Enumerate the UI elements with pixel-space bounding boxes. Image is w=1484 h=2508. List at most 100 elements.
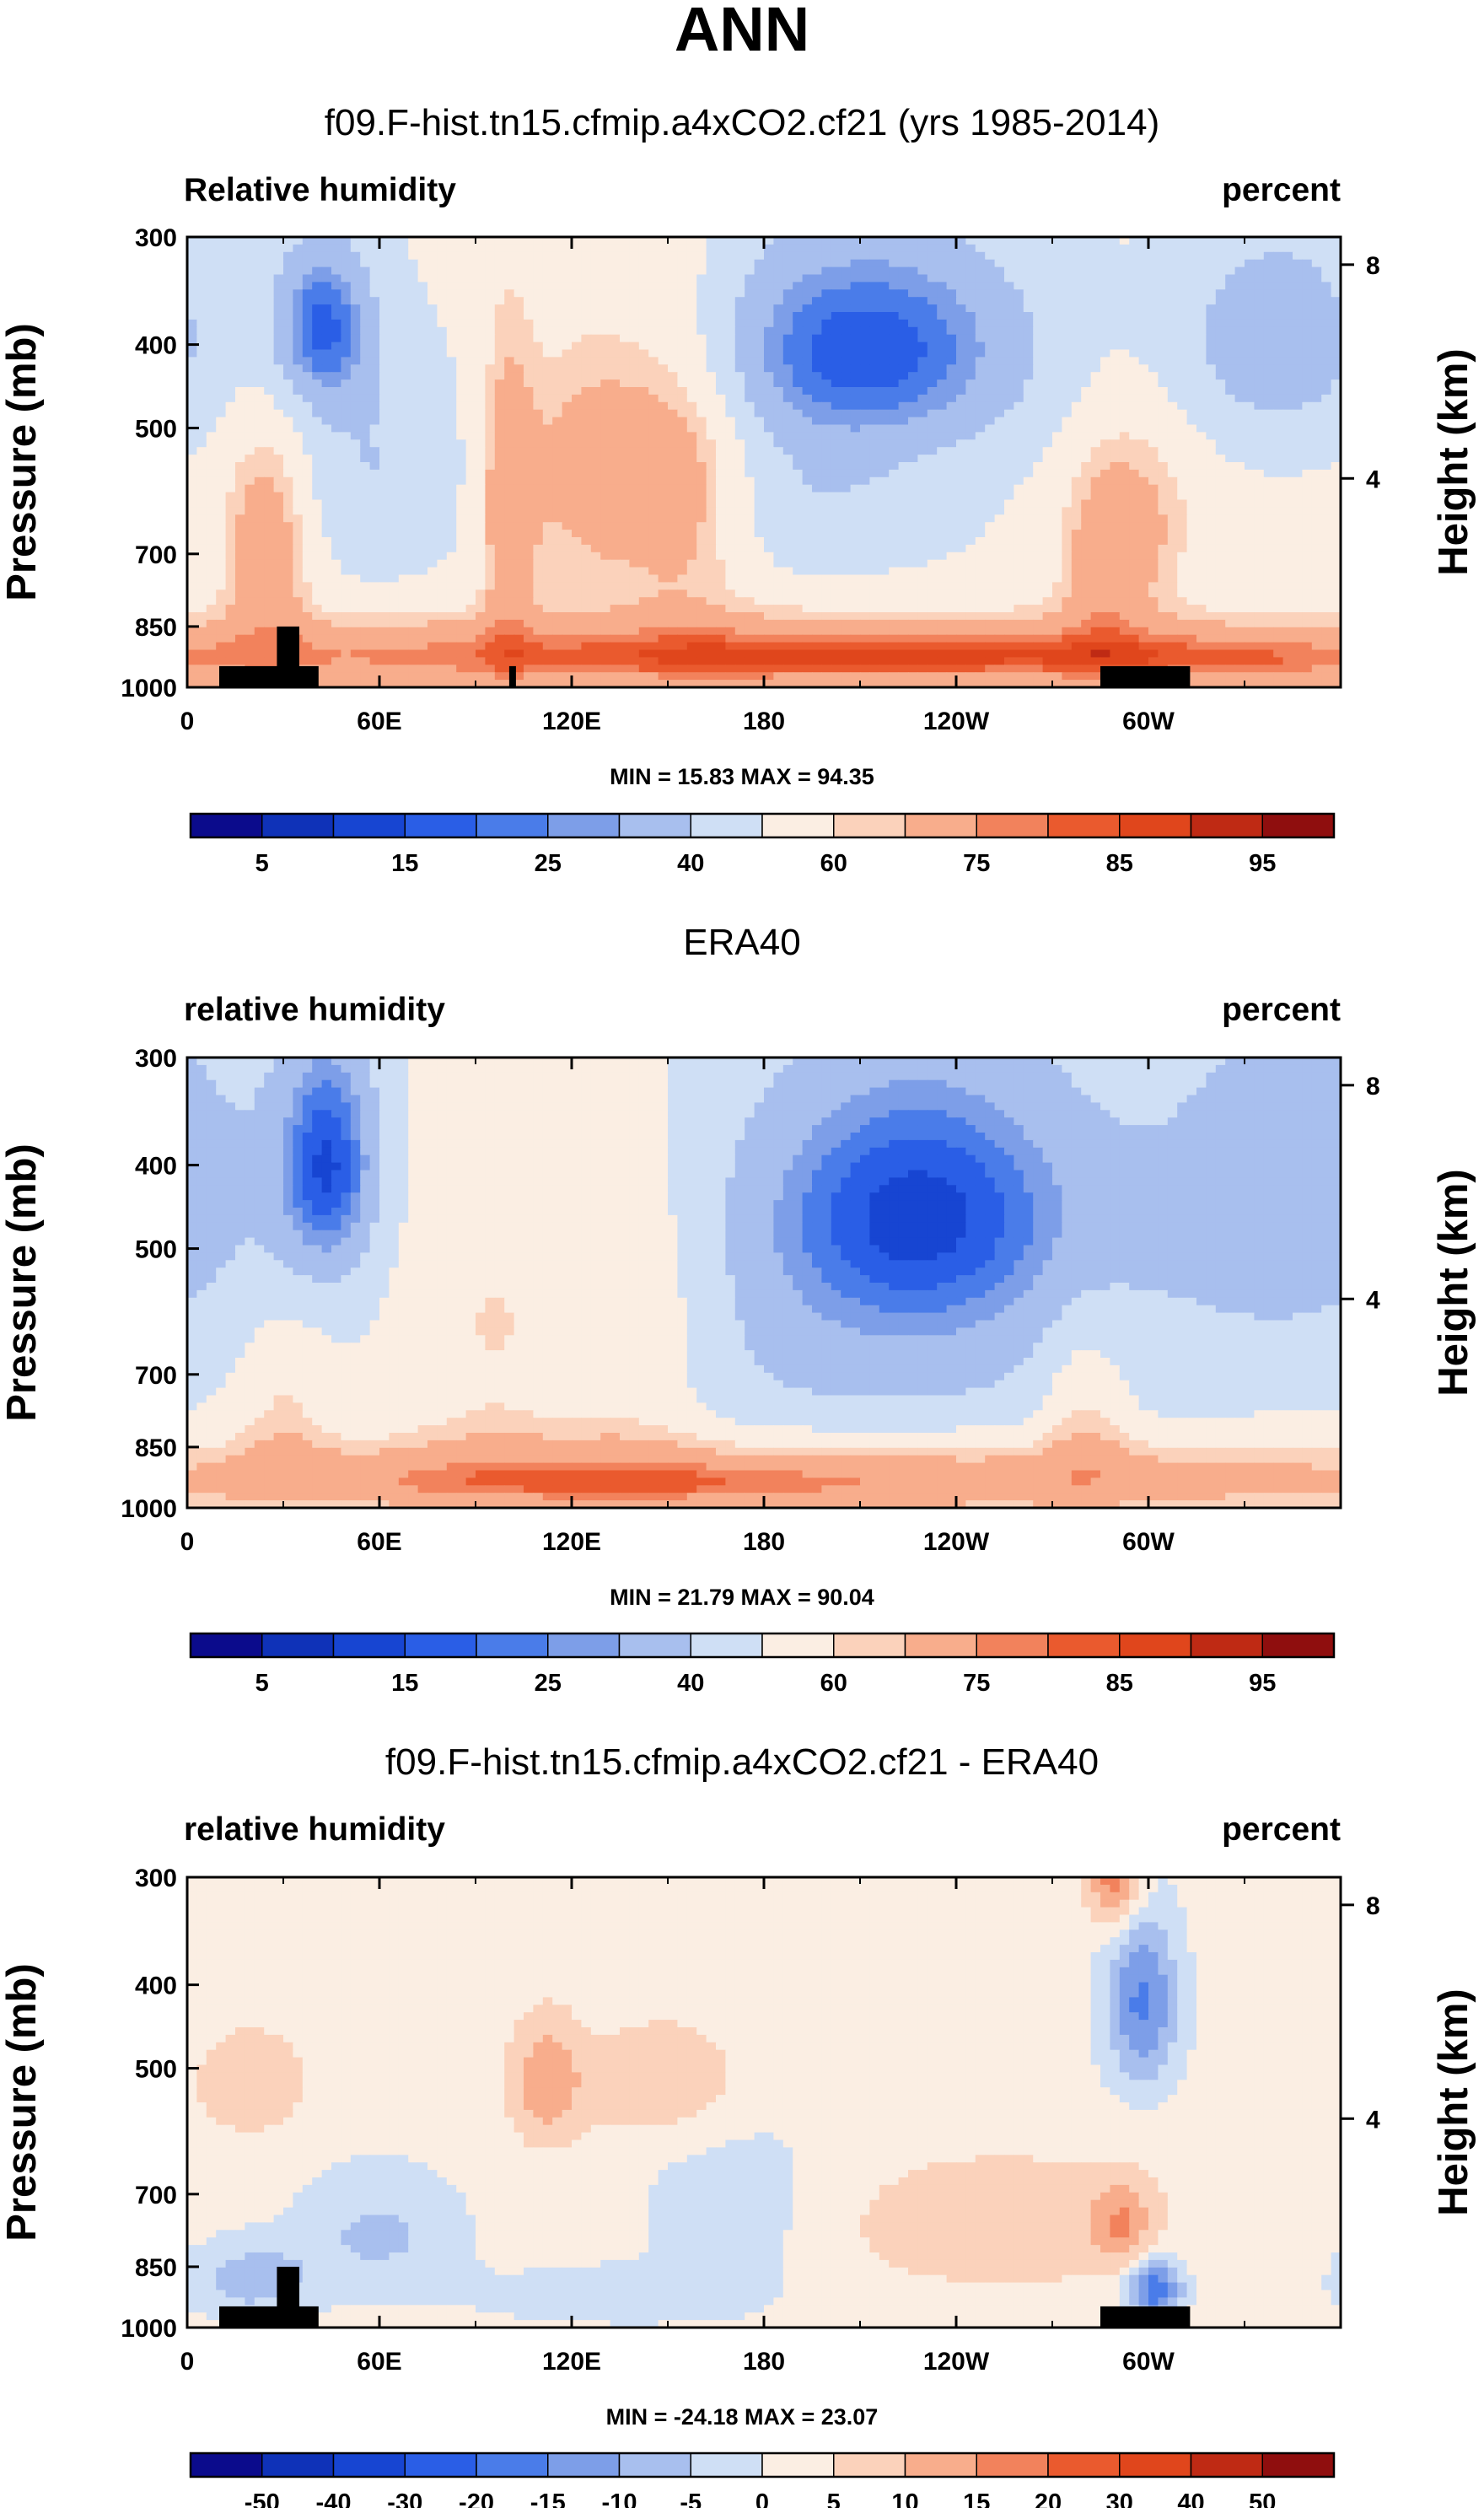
contour-cell	[1023, 394, 1034, 403]
contour-cell	[264, 274, 275, 283]
contour-cell	[1186, 244, 1197, 253]
contour-cell	[398, 447, 409, 455]
contour-cell	[793, 349, 804, 358]
contour-cell	[716, 432, 726, 440]
contour-cell	[879, 417, 890, 426]
contour-cell	[773, 379, 784, 388]
contour-cell	[216, 544, 227, 553]
contour-cell	[821, 297, 832, 305]
contour-cell	[841, 266, 852, 276]
contour-cell	[1004, 514, 1014, 523]
contour-cell	[1282, 357, 1293, 365]
contour-cell	[658, 259, 669, 268]
contour-cell	[745, 432, 755, 440]
contour-cell	[1186, 417, 1197, 426]
contour-cell	[1158, 364, 1169, 373]
contour-cell	[1206, 282, 1217, 290]
contour-cell	[1023, 530, 1034, 538]
contour-cell	[1167, 409, 1178, 418]
contour-cell	[360, 394, 371, 403]
contour-cell	[1215, 514, 1226, 523]
contour-cell	[494, 424, 505, 433]
contour-cell	[504, 432, 515, 440]
contour-cell	[734, 530, 745, 538]
contour-cell	[620, 469, 630, 478]
contour-cell	[196, 409, 207, 418]
contour-cell	[341, 312, 352, 320]
contour-cell	[1177, 499, 1188, 508]
contour-cell	[1148, 349, 1159, 358]
contour-cell	[1321, 447, 1332, 455]
contour-cell	[1071, 259, 1082, 268]
contour-cell	[417, 349, 428, 358]
contour-cell	[754, 401, 765, 411]
contour-cell	[524, 266, 534, 276]
contour-cell	[1225, 401, 1236, 411]
contour-cell	[879, 514, 890, 523]
contour-cell	[965, 514, 976, 523]
contour-cell	[994, 476, 1005, 486]
contour-cell	[216, 424, 227, 433]
contour-cell	[1014, 379, 1024, 388]
contour-cell	[956, 274, 966, 283]
contour-cell	[456, 326, 467, 336]
contour-cell	[1023, 349, 1034, 358]
contour-cell	[1110, 364, 1121, 373]
contour-cell	[302, 544, 313, 553]
contour-cell	[1245, 251, 1255, 261]
contour-cell	[696, 297, 707, 305]
contour-cell	[965, 289, 976, 298]
contour-cell	[620, 349, 630, 358]
contour-cell	[476, 251, 486, 261]
contour-cell	[1196, 357, 1207, 365]
contour-cell	[860, 476, 870, 486]
contour-cell	[542, 462, 553, 471]
contour-cell	[1148, 237, 1159, 245]
contour-cell	[985, 304, 996, 313]
contour-cell	[1110, 266, 1121, 276]
contour-cell	[1263, 530, 1274, 538]
contour-cell	[629, 334, 640, 343]
contour-cell	[946, 312, 957, 320]
contour-cell	[245, 514, 255, 523]
contour-cell	[745, 394, 755, 403]
contour-cell	[1071, 342, 1082, 351]
contour-cell	[956, 259, 966, 268]
contour-cell	[668, 379, 678, 388]
contour-cell	[465, 417, 476, 426]
contour-cell	[1004, 334, 1014, 343]
contour-cell	[889, 266, 900, 276]
contour-cell	[1023, 507, 1034, 515]
contour-cell	[1119, 251, 1130, 261]
contour-cell	[1148, 304, 1159, 313]
contour-cell	[552, 417, 563, 426]
contour-cell	[1196, 484, 1207, 493]
contour-cell	[389, 251, 400, 261]
contour-cell	[1071, 409, 1082, 418]
contour-cell	[985, 439, 996, 448]
contour-cell	[841, 439, 852, 448]
contour-cell	[1331, 387, 1341, 396]
contour-cell	[427, 507, 438, 515]
contour-cell	[696, 439, 707, 448]
contour-cell	[552, 476, 563, 486]
contour-cell	[504, 244, 515, 253]
contour-cell	[283, 401, 293, 411]
contour-cell	[802, 530, 813, 538]
contour-cell	[937, 417, 948, 426]
contour-cell	[1004, 387, 1014, 396]
contour-cell	[1311, 476, 1322, 486]
contour-cell	[716, 266, 726, 276]
contour-cell	[600, 424, 611, 433]
contour-cell	[1263, 304, 1274, 313]
contour-cell	[206, 282, 217, 290]
contour-cell	[1014, 537, 1024, 546]
contour-cell	[706, 237, 717, 245]
contour-cell	[437, 349, 448, 358]
contour-cell	[302, 237, 313, 245]
contour-cell	[1215, 469, 1226, 478]
contour-cell	[965, 379, 976, 388]
contour-cell	[581, 394, 592, 403]
contour-cell	[1245, 342, 1255, 351]
contour-cell	[841, 357, 852, 365]
